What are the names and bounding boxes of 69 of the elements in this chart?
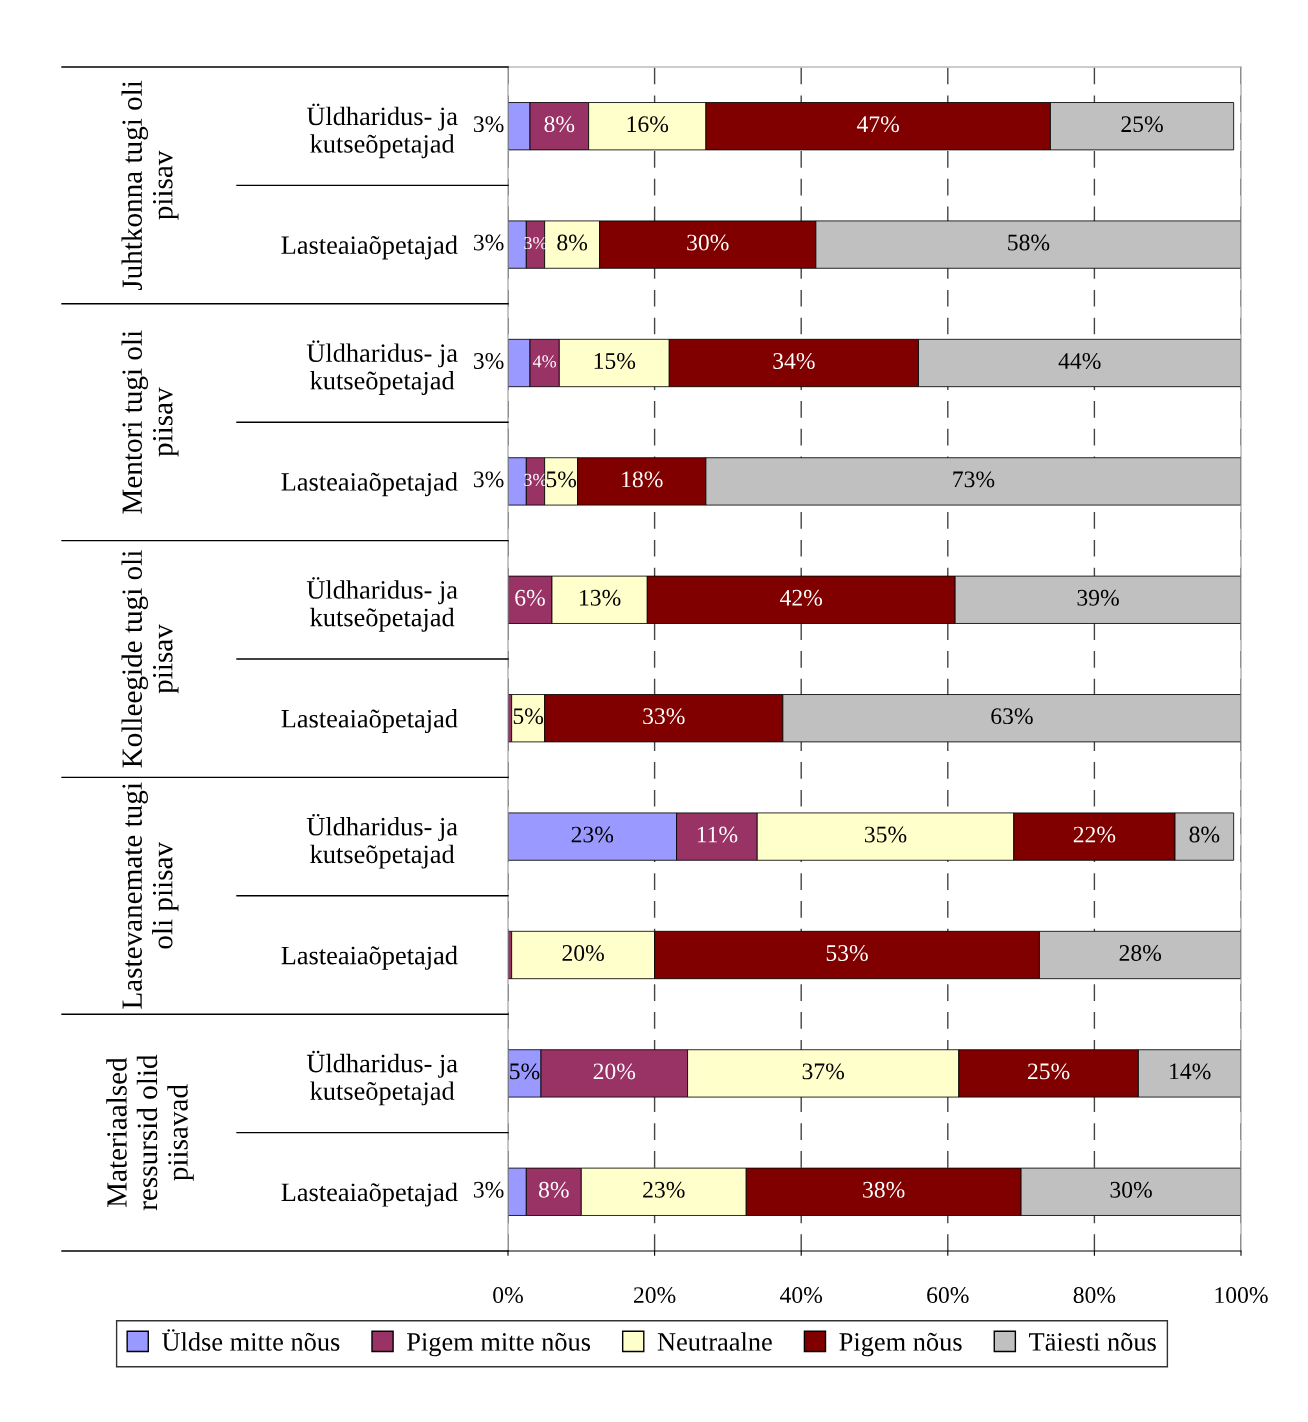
- data-label: 25%: [1121, 116, 1163, 133]
- y-tick-label: Lasteaiaõpetajad: [281, 1182, 458, 1207]
- legend-label: Täiesti nõus: [1029, 1332, 1156, 1351]
- y-tick-label: Lasteaiaõpetajad: [281, 945, 458, 970]
- data-label: 39%: [1077, 589, 1119, 606]
- data-label: 58%: [1008, 234, 1050, 251]
- data-label: 23%: [571, 826, 614, 843]
- x-tick-label: 0%: [493, 1287, 523, 1304]
- data-label: 35%: [864, 826, 907, 843]
- data-label: 73%: [953, 471, 995, 488]
- data-label: 30%: [687, 234, 729, 251]
- data-label: 44%: [1058, 352, 1101, 369]
- text: Kolleegide tugi oli piisav: [121, 550, 179, 768]
- y-tick-label: Üldharidus- ja kutseõpetajad: [306, 1050, 458, 1106]
- x-tick-label: 40%: [780, 1287, 823, 1304]
- data-label: 15%: [594, 352, 636, 369]
- text: Materiaalsed ressursid olid piisavad: [106, 1054, 194, 1211]
- x-tick-label: 100%: [1215, 1287, 1268, 1304]
- data-label: 20%: [562, 944, 604, 961]
- text: Lastevanemate tugi oli piisav: [122, 782, 179, 1009]
- data-label: 6%: [515, 589, 545, 606]
- data-label: 63%: [991, 708, 1033, 725]
- legend-label: Üldse mitte nõus: [162, 1329, 340, 1351]
- data-label: 3%: [473, 116, 504, 133]
- x-tick-label: 20%: [634, 1287, 676, 1304]
- data-label: 4%: [532, 355, 557, 368]
- text: Juhtkonna tugi oli piisav: [121, 80, 179, 291]
- data-label: 3%: [473, 471, 504, 488]
- y-tick-label: Üldharidus- ja kutseõpetajad: [306, 103, 458, 159]
- data-label: 8%: [538, 1181, 569, 1198]
- data-label: 30%: [1110, 1181, 1152, 1198]
- data-label: 28%: [1119, 944, 1162, 961]
- data-label: 5%: [546, 471, 577, 488]
- data-label: 42%: [780, 589, 823, 606]
- x-tick-label: 80%: [1073, 1287, 1116, 1304]
- data-label: 3%: [473, 1181, 504, 1198]
- data-label: 5%: [510, 1063, 540, 1080]
- data-label: 47%: [856, 116, 899, 133]
- y-tick-label: Lasteaiaõpetajad: [281, 235, 458, 260]
- x-tick-label: 60%: [927, 1287, 969, 1304]
- data-label: 8%: [1189, 826, 1220, 843]
- y-tick-label: Üldharidus- ja kutseõpetajad: [306, 340, 458, 395]
- y-tick-label: Üldharidus- ja kutseõpetajad: [306, 813, 458, 869]
- y-tick-label: Lasteaiaõpetajad: [281, 709, 458, 733]
- data-label: 18%: [622, 471, 663, 488]
- data-label: 16%: [627, 116, 669, 133]
- data-label: 34%: [773, 352, 815, 369]
- data-label: 23%: [643, 1181, 685, 1198]
- y-tick-label: Üldharidus- ja kutseõpetajad: [306, 577, 458, 632]
- data-label: 53%: [826, 944, 868, 961]
- data-label: 22%: [1073, 826, 1116, 843]
- data-label: 8%: [544, 116, 575, 133]
- data-label: 20%: [593, 1063, 636, 1080]
- data-label: 3%: [473, 352, 504, 369]
- data-label: 11%: [697, 826, 738, 843]
- legend-label: Pigem mitte nõus: [407, 1332, 591, 1357]
- y-tick-label: Lasteaiaõpetajad: [281, 472, 458, 497]
- data-label: 14%: [1170, 1063, 1211, 1080]
- data-label: 33%: [643, 708, 685, 725]
- text: Mentori tugi oli piisav: [121, 330, 179, 514]
- legend-label: Pigem nõus: [839, 1332, 962, 1357]
- data-label: 37%: [802, 1063, 845, 1080]
- data-label: 25%: [1027, 1063, 1070, 1080]
- data-label: 8%: [557, 234, 588, 251]
- data-label: 5%: [513, 708, 544, 725]
- data-label: 3%: [473, 234, 504, 251]
- data-label: 13%: [580, 589, 621, 606]
- legend-label: Neutraalne: [657, 1332, 772, 1351]
- data-label: 38%: [863, 1181, 905, 1198]
